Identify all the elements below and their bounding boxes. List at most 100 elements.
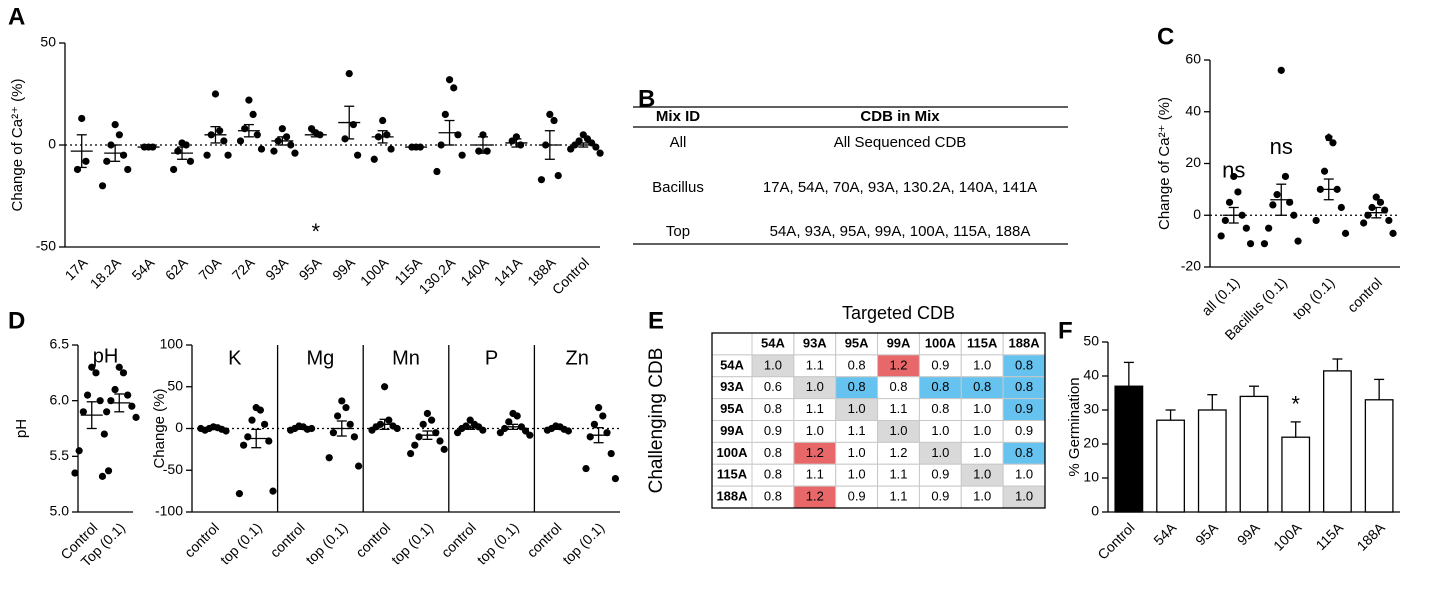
data-point [338, 397, 346, 405]
data-point [345, 70, 353, 78]
bar [1323, 370, 1352, 513]
matrix-value: 0.8 [1015, 445, 1033, 460]
data-point [278, 125, 286, 133]
x-tick-label: 54A [128, 254, 157, 283]
matrix-value: 0.9 [931, 489, 949, 504]
data-point [437, 141, 445, 149]
matrix-cell [711, 332, 753, 356]
x-tick-label: control [267, 519, 308, 560]
matrix-value: 0.8 [764, 489, 782, 504]
annotation: ns [1270, 134, 1293, 159]
data-point [595, 404, 603, 412]
column-header: 115A [967, 335, 998, 350]
data-point [1286, 198, 1294, 206]
x-tick-label: 93A [262, 254, 291, 283]
data-point [325, 454, 333, 462]
matrix-value: 0.9 [1015, 401, 1033, 416]
matrix-value: 0.8 [764, 445, 782, 460]
y-tick-label: 0 [48, 136, 56, 152]
data-point [381, 383, 389, 391]
table-cell: All Sequenced CDB [834, 134, 967, 151]
y-tick-label: 60 [1185, 51, 1201, 67]
x-tick-label: 99A [1234, 519, 1263, 548]
data-point [454, 429, 462, 437]
row-header: 99A [720, 423, 744, 438]
matrix-value: 1.0 [889, 423, 907, 438]
x-tick-label: control [352, 519, 393, 560]
x-tick-label: control [1344, 274, 1385, 315]
data-point [128, 402, 136, 410]
data-point [329, 429, 337, 437]
data-point [1337, 203, 1345, 212]
panel-label: F [1058, 317, 1073, 344]
x-tick-label: 17A [62, 254, 91, 283]
matrix-title: Targeted CDB [842, 303, 955, 323]
y-axis-label: Change of Ca²⁺ (%) [9, 79, 26, 212]
data-point [432, 429, 440, 437]
y-tick-label: 50 [1083, 333, 1099, 349]
column-header: 100A [925, 335, 957, 350]
y-tick-label: -20 [1181, 258, 1201, 274]
data-point [236, 137, 245, 145]
matrix-value: 1.0 [973, 489, 991, 504]
data-point [582, 464, 590, 473]
y-tick-label: 40 [1083, 367, 1099, 383]
data-point [124, 165, 132, 174]
data-point [419, 420, 427, 428]
data-point [590, 420, 599, 428]
data-point [103, 157, 111, 165]
data-point [513, 412, 521, 420]
data-point [596, 149, 604, 157]
matrix-value: 1.1 [848, 423, 866, 438]
data-point [1360, 219, 1368, 227]
table-cell: 54A, 93A, 95A, 99A, 100A, 115A, 188A [770, 223, 1031, 240]
x-tick-label: 140A [457, 254, 492, 289]
data-point [203, 151, 211, 159]
y-tick-label: 5.0 [50, 503, 70, 519]
x-tick-label: 70A [195, 254, 224, 283]
column-header: 188A [1009, 335, 1041, 350]
data-point [1265, 224, 1273, 232]
data-point [586, 433, 594, 441]
matrix-value: 1.1 [806, 467, 824, 482]
data-point [307, 125, 316, 133]
data-point [433, 167, 441, 176]
data-point [287, 141, 295, 149]
bar [1197, 409, 1227, 513]
matrix-value: 0.8 [848, 357, 866, 372]
y-tick-label: 100 [160, 336, 184, 352]
matrix-value: 1.0 [806, 423, 824, 438]
data-point [1312, 216, 1320, 225]
data-point [124, 391, 132, 399]
data-point [411, 441, 419, 449]
column-header: 54A [761, 335, 785, 350]
data-point [269, 487, 277, 495]
data-point [428, 416, 436, 424]
data-point [554, 172, 562, 180]
data-point [261, 420, 269, 428]
matrix-border [711, 332, 1046, 509]
matrix-value: 1.0 [1015, 489, 1033, 504]
data-point [186, 157, 195, 165]
data-point [546, 110, 554, 118]
data-point [370, 155, 378, 163]
data-point [334, 412, 342, 420]
panel-title: K [228, 347, 242, 369]
panel-label: A [8, 3, 25, 30]
x-tick-label: 54A [1150, 519, 1179, 548]
matrix-value: 1.0 [848, 445, 866, 460]
y-tick-label: 5.5 [50, 447, 70, 463]
data-point [423, 409, 431, 418]
matrix-value: 1.2 [806, 489, 824, 504]
matrix-value: 1.0 [931, 445, 949, 460]
data-point [100, 430, 108, 438]
matrix-value: 1.2 [889, 445, 907, 460]
panel-label: D [8, 307, 25, 334]
bar [1114, 385, 1144, 513]
x-tick-label: control [181, 519, 222, 560]
data-point [379, 116, 387, 125]
data-point [115, 363, 123, 371]
data-point [222, 427, 230, 435]
matrix-value: 0.9 [1015, 423, 1033, 438]
